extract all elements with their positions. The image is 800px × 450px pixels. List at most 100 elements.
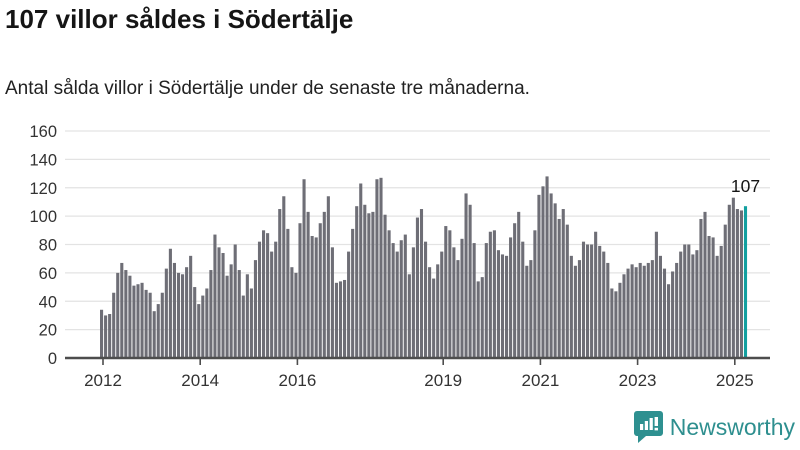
bar: [707, 235, 711, 358]
bar: [411, 247, 415, 358]
bar: [646, 262, 650, 358]
bar: [626, 268, 630, 358]
bar: [189, 255, 193, 358]
bar: [330, 247, 334, 358]
bar: [375, 179, 379, 358]
bar: [573, 265, 577, 358]
bar: [537, 194, 541, 358]
bar: [172, 262, 176, 358]
bar: [197, 304, 201, 358]
bar-chart-speech-bubble-icon: [633, 410, 663, 443]
bar: [201, 295, 205, 358]
bar: [440, 251, 444, 358]
bar: [561, 209, 565, 358]
bar: [229, 264, 233, 358]
bar: [703, 211, 707, 358]
bar: [509, 237, 513, 358]
bar: [136, 284, 140, 358]
bar: [464, 193, 468, 358]
bar: [691, 254, 695, 358]
bar: [282, 196, 286, 358]
bar: [545, 176, 549, 358]
bar: [480, 277, 484, 358]
bar: [383, 214, 387, 358]
bar: [557, 218, 561, 358]
bar: [355, 206, 359, 358]
bar: [266, 233, 270, 358]
page-title: 107 villor såldes i Södertälje: [5, 4, 354, 34]
bar: [140, 282, 144, 358]
bar: [152, 311, 156, 358]
bar: [245, 274, 249, 358]
bar: [237, 270, 241, 358]
y-tick-label: 120: [29, 180, 57, 198]
brand-name: Newsworthy: [669, 413, 795, 440]
bar: [594, 231, 598, 358]
bar: [270, 251, 274, 358]
bar: [120, 262, 124, 358]
bar: [108, 314, 112, 358]
bar: [553, 203, 557, 358]
bar: [371, 211, 375, 358]
bar: [205, 288, 209, 358]
bar: [719, 245, 723, 358]
bar: [395, 251, 399, 358]
bar: [671, 271, 675, 358]
bar: [513, 223, 517, 358]
bar: [112, 292, 116, 358]
bar: [262, 230, 266, 358]
bar: [148, 292, 152, 358]
bar: [699, 218, 703, 358]
bar: [164, 268, 168, 358]
bar: [294, 272, 298, 359]
y-tick-label: 100: [29, 208, 57, 226]
bar: [322, 211, 326, 358]
y-tick-label: 40: [39, 293, 57, 311]
y-tick-label: 80: [39, 237, 57, 255]
bar: [634, 267, 638, 358]
chart-subtitle: Antal sålda villor i Södertälje under de…: [5, 78, 530, 99]
bar: [144, 289, 148, 358]
bar: [367, 213, 371, 358]
bar: [667, 284, 671, 358]
bar: [351, 228, 355, 358]
bar: [577, 260, 581, 358]
bar: [731, 197, 735, 358]
bar: [424, 241, 428, 358]
bar: [403, 234, 407, 358]
x-tick-label: 2021: [521, 371, 559, 390]
x-tick-label: 2019: [424, 371, 462, 390]
bar: [569, 255, 573, 358]
bar: [181, 274, 185, 358]
bar: [274, 241, 278, 358]
bar: [379, 177, 383, 358]
bar: [581, 241, 586, 358]
bar: [565, 224, 569, 358]
bar: [415, 217, 419, 358]
bar: [338, 281, 343, 358]
bar: [302, 179, 306, 358]
bar: [156, 304, 160, 358]
bar: [484, 243, 488, 358]
bar: [318, 223, 322, 358]
y-tick-label: 140: [29, 151, 57, 169]
bar: [476, 281, 480, 358]
bar: [456, 260, 460, 358]
bar: [687, 244, 691, 358]
bar: [679, 251, 683, 358]
bar: [407, 274, 411, 358]
bar: [185, 267, 189, 358]
bar: [343, 279, 347, 358]
y-tick-label: 20: [39, 322, 57, 340]
bar: [116, 272, 120, 359]
bar: [517, 211, 521, 358]
bar: [735, 209, 739, 358]
bar: [286, 228, 290, 358]
bar: [488, 231, 492, 358]
bar: [213, 234, 217, 358]
bar: [347, 251, 351, 358]
bar: [326, 196, 330, 358]
bar: [444, 226, 448, 358]
bar: [160, 292, 164, 358]
